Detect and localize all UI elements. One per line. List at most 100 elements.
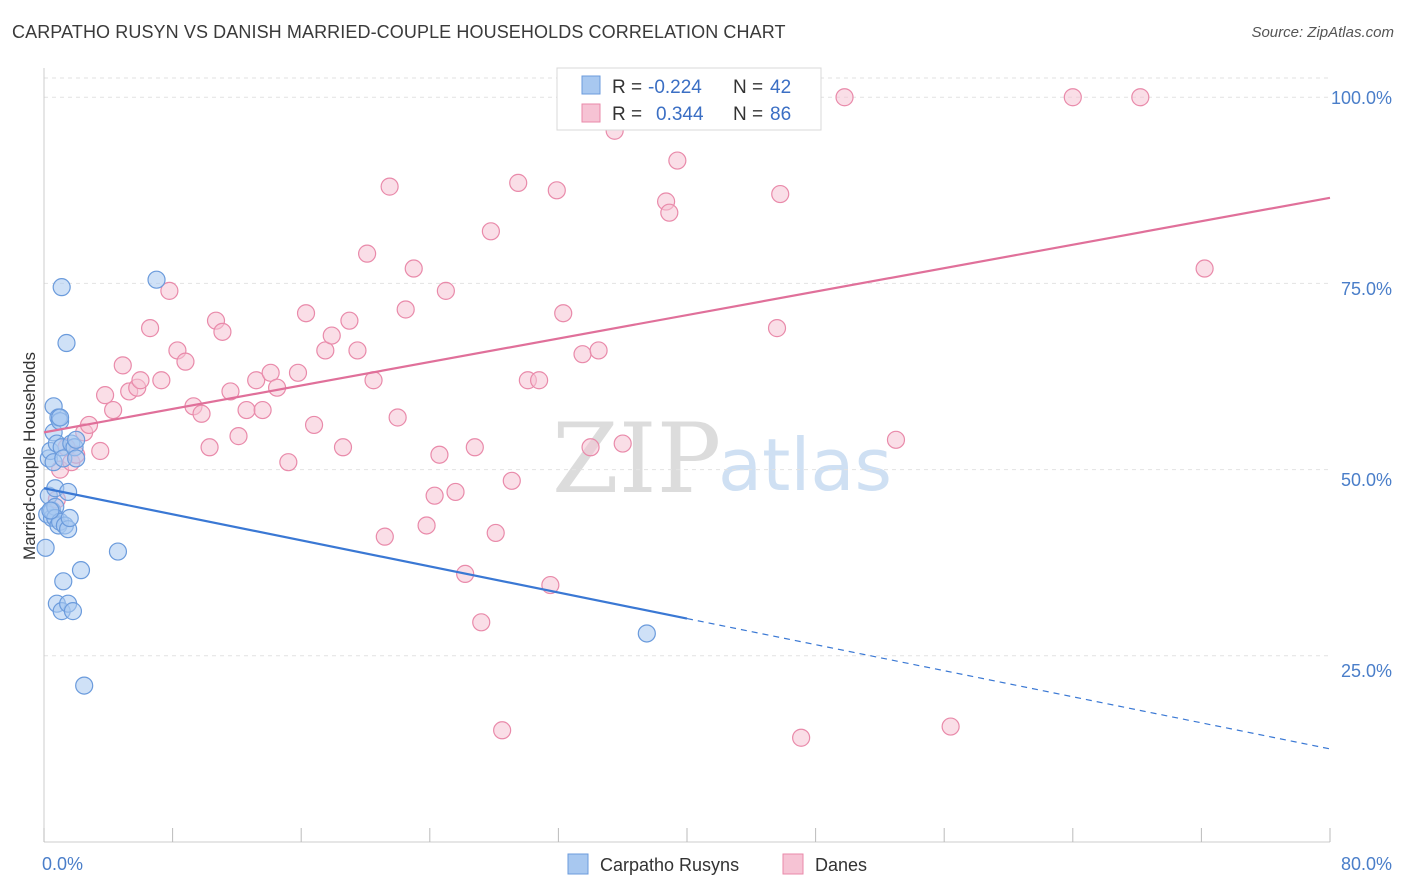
carpatho-rusyn-point-32 <box>63 602 83 621</box>
danes-point-66 <box>581 438 600 457</box>
series-legend: Carpatho Rusyns Danes <box>567 853 867 875</box>
carpatho-rusyn-point-35 <box>67 449 86 468</box>
danes-point-61 <box>530 371 549 390</box>
y-tick-label-100: 100.0% <box>1331 88 1392 108</box>
danes-point-33 <box>296 304 316 323</box>
series-legend-swatch-pink <box>782 853 804 875</box>
danes-point-25 <box>229 427 248 446</box>
danes-point-58 <box>502 471 521 490</box>
trend-line-pink <box>43 196 1331 434</box>
legend-swatch-pink <box>581 103 601 123</box>
danes-point-53 <box>465 438 484 457</box>
danes-point-44 <box>388 408 407 427</box>
danes-point-15 <box>152 371 171 390</box>
danes-point-43 <box>380 177 399 196</box>
danes-point-84 <box>1063 88 1082 107</box>
danes-point-28 <box>253 400 272 420</box>
carpatho-rusyn-point-37 <box>75 676 94 695</box>
danes-point-24 <box>221 382 240 401</box>
source-label: Source: ZipAtlas.com <box>1251 24 1394 41</box>
danes-point-69 <box>613 434 632 453</box>
danes-point-55 <box>481 222 500 241</box>
danes-point-27 <box>247 371 266 390</box>
danes-point-34 <box>304 415 324 435</box>
carpatho-rusyn-point-30 <box>60 508 79 528</box>
legend-n-label-pink: N = <box>733 104 763 125</box>
danes-point-13 <box>131 371 150 390</box>
danes-point-31 <box>279 453 298 472</box>
danes-point-32 <box>288 363 308 382</box>
stats-legend: R = -0.224 N = 42 R = 0.344 N = 86 <box>556 67 822 131</box>
trend-line-blue-dashed <box>686 617 1331 750</box>
x-tick-label-max: 80.0% <box>1341 854 1392 874</box>
series-legend-label-pink: Danes <box>815 855 867 875</box>
danes-point-74 <box>668 151 687 170</box>
x-tick-label-min: 0.0% <box>42 854 83 874</box>
gridlines <box>44 77 1330 657</box>
danes-point-45 <box>396 300 415 319</box>
carpatho-rusyn-point-41 <box>41 501 60 520</box>
danes-point-20 <box>192 404 211 423</box>
danes-point-42 <box>375 527 394 546</box>
carpatho-rusyn-points <box>36 270 656 695</box>
danes-point-81 <box>835 88 854 107</box>
carpatho-rusyn-point-20 <box>52 278 71 297</box>
danes-point-7 <box>91 441 110 461</box>
danes-point-23 <box>213 322 232 341</box>
carpatho-rusyn-point-39 <box>147 270 166 289</box>
danes-point-46 <box>404 259 423 278</box>
danes-point-21 <box>200 438 219 457</box>
danes-point-37 <box>333 438 353 457</box>
legend-r-value-pink: 0.344 <box>656 104 704 125</box>
chart-title: CARPATHO RUSYN VS DANISH MARRIED-COUPLE … <box>12 22 786 42</box>
danes-point-10 <box>113 356 132 375</box>
danes-point-80 <box>792 728 811 747</box>
danes-point-64 <box>554 304 573 323</box>
legend-r-label-pink: R = <box>612 104 642 125</box>
y-axis-title: Married-couple Households <box>20 352 39 560</box>
y-tick-label-50: 50.0% <box>1341 470 1392 490</box>
danes-point-54 <box>472 613 491 632</box>
danes-point-59 <box>509 173 528 192</box>
carpatho-rusyn-point-0 <box>36 538 55 557</box>
danes-point-77 <box>767 319 787 338</box>
carpatho-rusyn-point-23 <box>54 572 73 591</box>
danes-point-47 <box>417 516 436 535</box>
danes-point-14 <box>140 319 160 338</box>
carpatho-rusyn-point-26 <box>57 333 76 353</box>
carpatho-rusyn-point-38 <box>108 542 128 561</box>
danes-point-40 <box>358 244 377 263</box>
danes-point-85 <box>1131 88 1150 107</box>
series-legend-swatch-blue <box>567 853 589 875</box>
danes-point-39 <box>348 341 367 360</box>
danes-point-38 <box>340 311 359 330</box>
trend-line-blue-solid <box>43 487 688 620</box>
legend-n-label-blue: N = <box>733 77 763 98</box>
carpatho-rusyn-point-36 <box>71 561 91 580</box>
danes-point-16 <box>160 281 179 300</box>
legend-box <box>556 67 822 131</box>
danes-point-82 <box>886 430 906 449</box>
danes-point-83 <box>941 717 960 736</box>
carpatho-rusyn-point-40 <box>637 624 656 643</box>
legend-r-value-blue: -0.224 <box>648 77 702 98</box>
watermark-zip: ZIP <box>552 403 721 515</box>
legend-r-label-blue: R = <box>612 77 642 98</box>
danes-point-63 <box>547 181 566 200</box>
series-legend-label-blue: Carpatho Rusyns <box>600 855 739 875</box>
danes-point-36 <box>322 326 341 345</box>
danes-point-8 <box>95 386 115 405</box>
legend-swatch-blue <box>581 75 601 95</box>
danes-point-48 <box>425 486 444 505</box>
danes-point-18 <box>176 352 195 371</box>
danes-point-26 <box>237 400 256 420</box>
y-tick-label-25: 25.0% <box>1341 661 1392 681</box>
carpatho-rusyn-point-34 <box>67 430 86 449</box>
y-tick-label-75: 75.0% <box>1341 279 1392 299</box>
trend-lines <box>43 196 1331 750</box>
danes-point-57 <box>493 721 512 740</box>
danes-point-9 <box>104 400 123 420</box>
legend-n-value-blue: 42 <box>770 77 791 98</box>
danes-point-51 <box>446 482 465 502</box>
